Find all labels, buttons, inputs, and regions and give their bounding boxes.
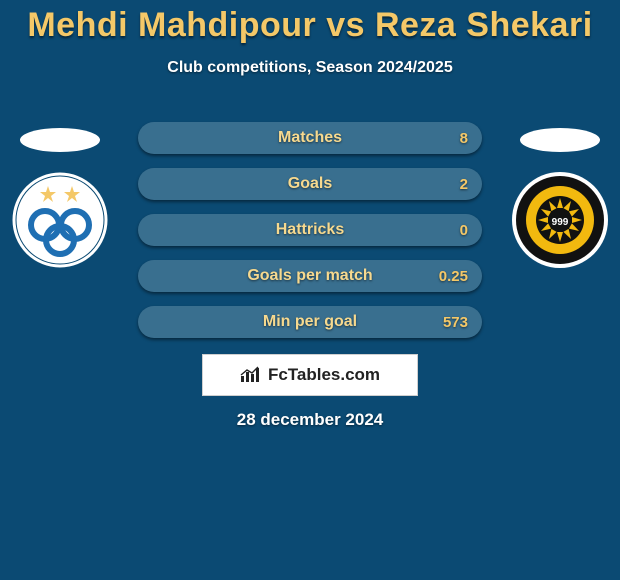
brand-text: FcTables.com	[268, 365, 380, 385]
stat-value: 0.25	[439, 260, 468, 292]
stat-row: Min per goal573	[138, 306, 482, 338]
page-title: Mehdi Mahdipour vs Reza Shekari	[0, 0, 620, 45]
player-ellipse-right	[520, 128, 600, 152]
date-text: 28 december 2024	[0, 410, 620, 430]
esteghlal-badge-icon	[10, 170, 110, 270]
stat-label: Hattricks	[138, 214, 482, 246]
stat-row: Matches8	[138, 122, 482, 154]
stat-value: 2	[460, 168, 468, 200]
subtitle: Club competitions, Season 2024/2025	[0, 59, 620, 77]
stat-row: Goals2	[138, 168, 482, 200]
brand-box[interactable]: FcTables.com	[202, 354, 418, 396]
stat-row: Goals per match0.25	[138, 260, 482, 292]
stat-label: Min per goal	[138, 306, 482, 338]
sepahan-badge-icon: 999	[510, 170, 610, 270]
stats-list: Matches8Goals2Hattricks0Goals per match0…	[138, 122, 482, 352]
club-badge-left	[10, 170, 110, 270]
stat-value: 8	[460, 122, 468, 154]
stat-value: 0	[460, 214, 468, 246]
svg-text:999: 999	[552, 217, 569, 228]
stat-label: Goals per match	[138, 260, 482, 292]
stat-label: Matches	[138, 122, 482, 154]
stat-row: Hattricks0	[138, 214, 482, 246]
player-ellipse-left	[20, 128, 100, 152]
club-badge-right: 999	[510, 170, 610, 270]
bar-chart-icon	[240, 366, 262, 384]
comparison-infographic: Mehdi Mahdipour vs Reza Shekari Club com…	[0, 0, 620, 580]
stat-label: Goals	[138, 168, 482, 200]
stat-value: 573	[443, 306, 468, 338]
